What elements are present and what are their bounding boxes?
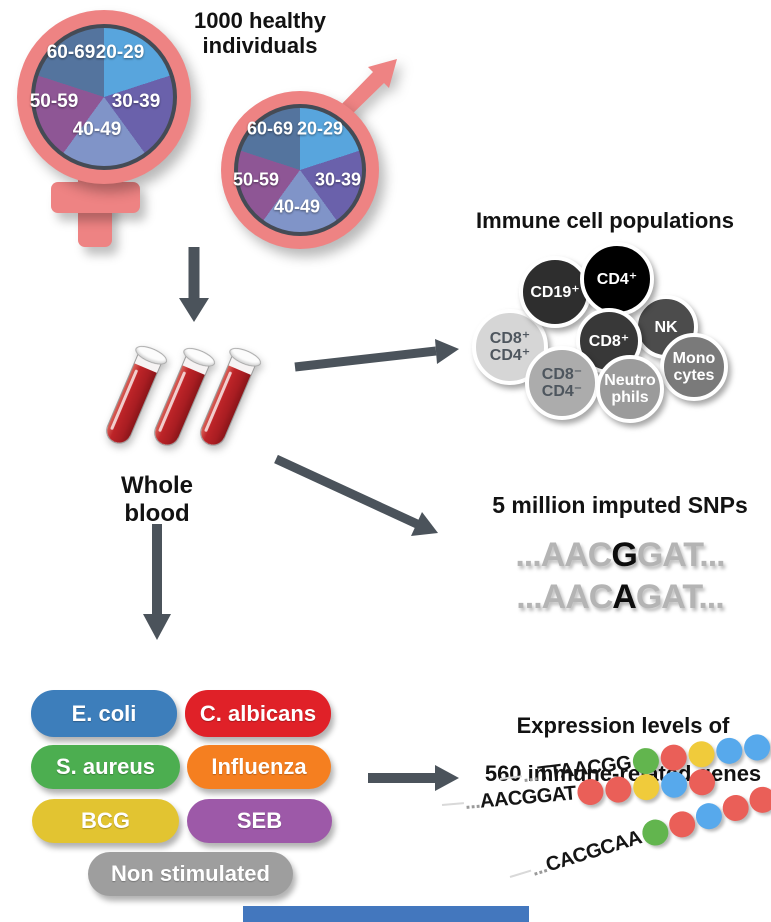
- snp-sequence-1: ...AACGGAT...: [460, 536, 771, 575]
- cell-label: CD4⁺: [596, 270, 638, 288]
- expression-dot-red: [719, 791, 752, 825]
- female-pie-label-50-59: 50-59: [29, 91, 79, 112]
- female-pie-label-30-39: 30-39: [111, 91, 161, 112]
- whole-blood-label: Whole blood: [121, 472, 193, 527]
- cell-cd8neg-cd4neg: CD8⁻ CD4⁻: [525, 346, 599, 420]
- female-cross-horizontal: [51, 182, 140, 213]
- expression-title: Expression levels of 560 immune-related …: [458, 690, 771, 786]
- cell-label: CD8⁺ CD4⁺: [489, 330, 531, 364]
- arrow-blood-to-stimuli: [143, 524, 171, 640]
- male-pie-label-50-59: 50-59: [232, 169, 280, 190]
- cell-cd4pos: CD4⁺: [580, 242, 654, 316]
- sequence-lead-line: [441, 802, 465, 806]
- male-pie-label-60-69: 60-69: [246, 118, 294, 139]
- immune-populations-title: Immune cell populations: [476, 208, 734, 233]
- bottom-blue-bar: [243, 906, 529, 922]
- sequence-bases: AACGGAT: [479, 781, 577, 813]
- arrow-blood-to-immune-cells: [294, 339, 459, 372]
- snp-seq-post: GAT...: [636, 536, 726, 574]
- pill-label: Influenza: [211, 754, 307, 779]
- expression-dot-blue: [742, 732, 771, 762]
- cell-label: CD8⁺: [588, 332, 630, 350]
- stimulus-influenza: Influenza: [187, 745, 331, 789]
- expression-dot-yellow: [687, 739, 717, 769]
- expression-dot-red: [665, 808, 699, 841]
- tube-blood: [197, 365, 251, 449]
- stimulus-seb: SEB: [187, 799, 332, 843]
- cell-cd19pos: CD19⁺: [519, 256, 591, 328]
- sequence-text: ...CACGCAA: [529, 826, 645, 881]
- snp-variant-allele: G: [611, 536, 637, 574]
- expression-dot-blue: [692, 799, 726, 833]
- snp-seq-pre: ...AAC: [516, 578, 613, 616]
- pill-label: SEB: [236, 808, 283, 833]
- female-pie-label-40-49: 40-49: [72, 119, 122, 140]
- stimulus-non-stimulated: Non stimulated: [88, 852, 293, 896]
- male-pie-label-30-39: 30-39: [314, 169, 362, 190]
- expression-dot-yellow: [632, 773, 661, 802]
- pill-label: C. albicans: [199, 700, 317, 726]
- cell-label: CD19⁺: [530, 283, 580, 301]
- expression-dot-green: [631, 746, 661, 776]
- stimulus-bcg: BCG: [32, 799, 179, 843]
- stimulus-c-albicans: C. albicans: [185, 690, 331, 737]
- arrow-stimuli-to-expression: [368, 765, 459, 791]
- stimulus-s-aureus: S. aureus: [31, 745, 180, 789]
- male-arrow: [333, 59, 397, 123]
- snp-variant-allele: A: [612, 578, 637, 616]
- arrow-individuals-to-blood: [179, 247, 209, 322]
- expression-dot-red: [604, 775, 633, 804]
- expression-dot-red: [659, 743, 689, 773]
- figure-title: 1000 healthy individuals: [193, 8, 327, 58]
- expression-title-line1: Expression levels of: [516, 713, 730, 738]
- cell-neutrophils: Neutro phils: [596, 355, 664, 423]
- female-pie-label-60-69: 60-69: [46, 42, 96, 63]
- snp-sequence-2: ...AACAGAT...: [460, 578, 771, 617]
- male-pie-label-20-29: 20-29: [296, 118, 344, 139]
- pill-label: E. coli: [71, 700, 137, 726]
- expression-dot-red: [688, 768, 717, 797]
- stimulus-e-coli: E. coli: [31, 690, 177, 737]
- male-age-pie: [234, 104, 366, 236]
- tube-blood: [103, 363, 157, 447]
- sequence-text: ...AACGGAT: [464, 782, 577, 815]
- arrow-blood-to-snps: [274, 454, 438, 536]
- sequence-lead-line: [499, 775, 522, 780]
- expression-dot-blue: [714, 736, 744, 766]
- female-pie-label-20-29: 20-29: [95, 42, 145, 63]
- cell-monocytes: Mono cytes: [660, 333, 728, 401]
- snp-seq-post: GAT...: [635, 578, 725, 616]
- cell-label: CD8⁻ CD4⁻: [541, 366, 583, 400]
- male-pie-label-40-49: 40-49: [273, 196, 321, 217]
- expression-dot-blue: [660, 770, 689, 799]
- snps-title: 5 million imputed SNPs: [492, 492, 748, 518]
- expression-dot-red: [576, 777, 605, 807]
- snp-seq-pre: ...AAC: [515, 536, 612, 574]
- cell-label: Neutro phils: [604, 372, 656, 406]
- sequence-lead-line: [509, 869, 532, 878]
- pill-label: BCG: [81, 808, 130, 833]
- pill-label: S. aureus: [55, 754, 156, 779]
- sequence-bases: CACGCAA: [543, 825, 644, 876]
- female-age-pie: [31, 24, 177, 170]
- cell-label: NK: [654, 318, 678, 336]
- cell-label: Mono cytes: [672, 350, 716, 384]
- pill-label: Non stimulated: [111, 861, 270, 886]
- expression-dot-red: [746, 783, 771, 817]
- expression-dot-green: [639, 816, 672, 849]
